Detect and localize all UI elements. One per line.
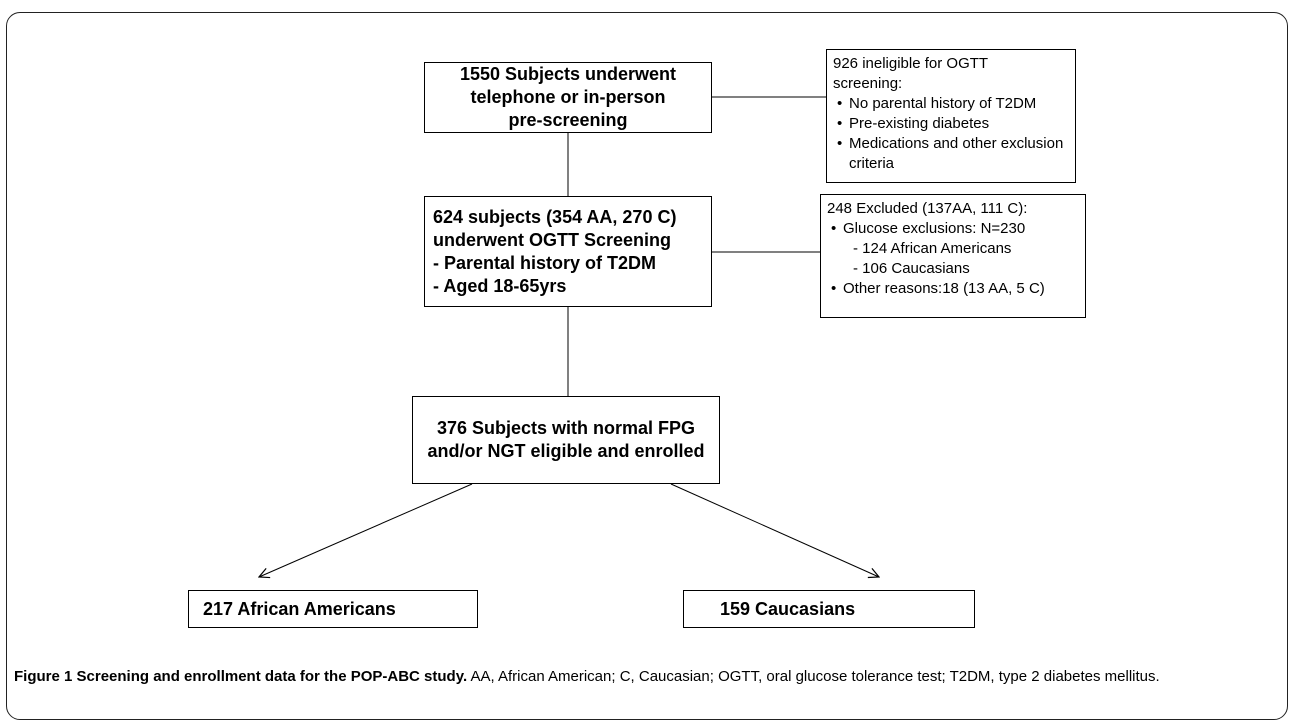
- prescreen-line: telephone or in-person: [470, 87, 666, 107]
- caption-text: AA, African American; C, Caucasian; OGTT…: [467, 668, 1160, 685]
- ineligible-box: 926 ineligible for OGTT screening: No pa…: [826, 49, 1076, 183]
- enrolled-line: and/or NGT eligible and enrolled: [427, 441, 705, 461]
- excluded-subitem: - 106 Caucasians: [853, 260, 970, 277]
- african-americans-box: 217 African Americans: [188, 590, 478, 628]
- enrolled-line: 376 Subjects with normal FPG: [436, 418, 696, 438]
- caucasians-label: 159 Caucasians: [720, 598, 856, 619]
- ineligible-item: Pre-existing diabetes: [833, 114, 1069, 134]
- ogtt-line: underwent OGTT Screening: [433, 229, 672, 250]
- excluded-subitem: - 124 African Americans: [853, 240, 1012, 257]
- prescreen-line: pre-screening: [508, 110, 628, 130]
- ineligible-item: No parental history of T2DM: [833, 94, 1069, 114]
- prescreen-box: 1550 Subjects underwent telephone or in-…: [424, 62, 712, 133]
- enrolled-box: 376 Subjects with normal FPG and/or NGT …: [412, 396, 720, 484]
- figure-caption: Figure 1 Screening and enrollment data f…: [14, 666, 1279, 688]
- ogtt-screening-box: 624 subjects (354 AA, 270 C) underwent O…: [424, 196, 712, 307]
- excluded-box: 248 Excluded (137AA, 111 C): Glucose exc…: [820, 194, 1086, 318]
- prescreen-line: 1550 Subjects underwent: [459, 64, 677, 84]
- ogtt-line: - Aged 18-65yrs: [433, 275, 567, 296]
- ineligible-heading: screening:: [833, 75, 903, 92]
- excluded-heading: 248 Excluded (137AA, 111 C):: [827, 200, 1028, 217]
- caucasians-box: 159 Caucasians: [683, 590, 975, 628]
- excluded-item: Other reasons:18 (13 AA, 5 C): [827, 279, 1079, 299]
- ogtt-line: - Parental history of T2DM: [433, 252, 657, 273]
- caption-title: Figure 1 Screening and enrollment data f…: [14, 668, 468, 685]
- excluded-item: Glucose exclusions: N=230: [827, 219, 1079, 239]
- arrow-to-caucasians: [670, 483, 879, 577]
- arrow-to-african-americans: [259, 483, 473, 577]
- ineligible-item: Medications and other exclusion criteria: [833, 134, 1069, 174]
- ogtt-line: 624 subjects (354 AA, 270 C): [433, 206, 677, 227]
- african-americans-label: 217 African Americans: [203, 598, 396, 619]
- ineligible-heading: 926 ineligible for OGTT: [833, 55, 989, 72]
